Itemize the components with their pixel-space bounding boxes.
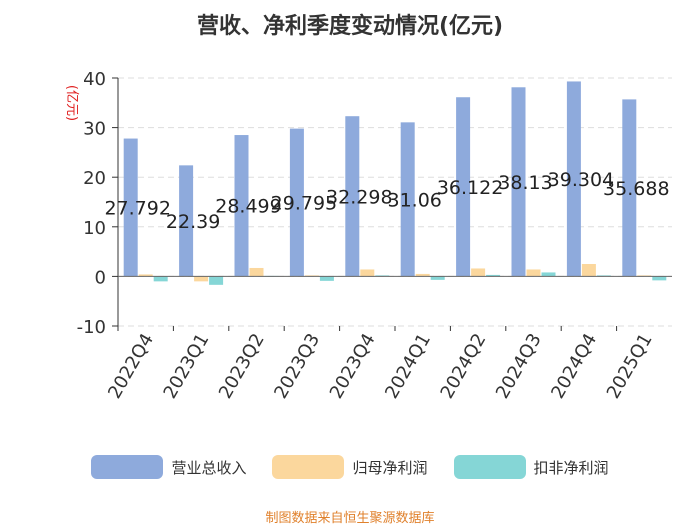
bar-1-4[interactable] [360, 269, 375, 277]
y-axis-label: (亿元) [64, 85, 79, 121]
x-tick-label: 2023Q3 [270, 330, 324, 402]
bar-1-0[interactable] [138, 274, 153, 277]
x-tick-label: 2024Q2 [437, 330, 491, 402]
bar-0-0[interactable] [123, 138, 138, 277]
x-tick-label: 2023Q2 [215, 330, 269, 402]
bar-0-7[interactable] [511, 87, 526, 277]
legend-swatch-revenue [91, 455, 164, 479]
data-label: 32.298 [326, 186, 392, 208]
data-label: 36.122 [437, 177, 503, 199]
source-note: 制图数据来自恒生聚源数据库 [265, 511, 435, 526]
legend-item-deducted-profit[interactable]: 扣非净利润 [453, 455, 609, 479]
bar-2-0[interactable] [153, 276, 168, 282]
bar-0-2[interactable] [234, 135, 249, 277]
bar-0-4[interactable] [345, 116, 360, 277]
bar-2-9[interactable] [652, 276, 667, 281]
x-tick-label: 2022Q4 [104, 330, 158, 402]
bar-1-2[interactable] [249, 267, 264, 277]
x-tick-label: 2023Q1 [160, 330, 214, 402]
chart-title: 营收、净利季度变动情况(亿元) [196, 14, 504, 39]
bar-0-1[interactable] [179, 165, 194, 277]
bar-1-1[interactable] [194, 276, 209, 282]
bar-0-9[interactable] [622, 99, 637, 277]
y-tick-label: -10 [77, 317, 106, 338]
data-label: 35.688 [603, 178, 669, 200]
legend-item-net-profit[interactable]: 归母净利润 [272, 455, 428, 479]
legend-item-revenue[interactable]: 营业总收入 [91, 455, 246, 479]
legend-label-revenue: 营业总收入 [171, 458, 247, 477]
bar-1-8[interactable] [581, 264, 596, 277]
bar-1-7[interactable] [526, 269, 541, 277]
bar-0-8[interactable] [566, 81, 581, 277]
bar-2-6[interactable] [486, 274, 501, 277]
data-label: 31.06 [387, 189, 441, 211]
data-label: 29.795 [271, 193, 337, 215]
bar-0-6[interactable] [456, 97, 471, 277]
bar-1-6[interactable] [471, 268, 486, 277]
y-tick-label: 0 [95, 267, 106, 288]
data-label: 38.13 [498, 172, 552, 194]
y-tick-label: 40 [83, 69, 106, 90]
bar-2-1[interactable] [209, 276, 224, 285]
legend-label-deducted-profit: 扣非净利润 [533, 458, 609, 477]
y-tick-label: 20 [83, 168, 106, 189]
x-tick-label: 2025Q1 [603, 330, 657, 402]
legend-swatch-net-profit [272, 455, 345, 479]
bar-2-5[interactable] [430, 276, 445, 280]
bar-0-3[interactable] [289, 128, 304, 277]
data-label: 27.792 [104, 197, 170, 219]
legend: 营业总收入 归母净利润 扣非净利润 [0, 455, 700, 479]
x-tick-label: 2023Q4 [326, 330, 380, 402]
y-tick-label: 10 [83, 218, 106, 239]
x-tick-label: 2024Q1 [381, 330, 435, 402]
data-label: 22.39 [166, 211, 220, 233]
bar-2-7[interactable] [541, 272, 556, 277]
x-tick-label: 2024Q4 [547, 330, 601, 402]
bar-0-5[interactable] [400, 122, 415, 277]
legend-label-net-profit: 归母净利润 [352, 458, 428, 477]
data-label: 28.499 [215, 196, 281, 218]
bar-2-3[interactable] [319, 276, 334, 281]
y-tick-label: 30 [83, 119, 106, 140]
legend-swatch-deducted-profit [453, 455, 526, 479]
x-tick-label: 2024Q3 [492, 330, 546, 402]
bar-chart: -10 0 10 20 30 40 2022Q4 2023Q1 2023Q2 2023Q3 2023… [64, 69, 672, 402]
bar-1-5[interactable] [415, 273, 430, 277]
data-label: 39.304 [548, 169, 614, 191]
